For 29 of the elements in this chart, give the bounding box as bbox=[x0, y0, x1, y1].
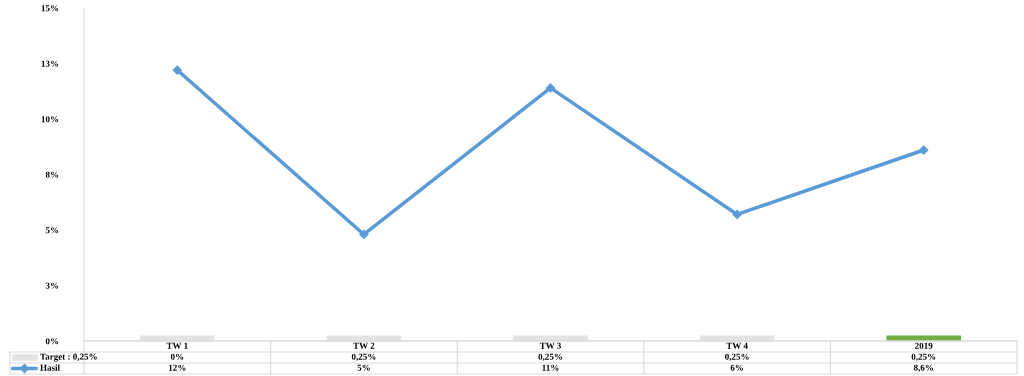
point bbox=[359, 229, 369, 240]
y-tick-label: 5% bbox=[45, 227, 59, 234]
point bbox=[919, 145, 929, 155]
y-tick-label: 0% bbox=[45, 338, 59, 345]
y-tick-label: 8% bbox=[45, 171, 59, 178]
data-label: 12% bbox=[169, 364, 186, 371]
point bbox=[732, 209, 742, 220]
point bbox=[172, 65, 182, 75]
x-tick-label: TW 3 bbox=[539, 342, 562, 349]
y-tick-label: 15% bbox=[41, 5, 59, 12]
y-tick-label: 13% bbox=[41, 60, 59, 67]
data-label: 0,25% bbox=[351, 353, 376, 362]
data-label: 6% bbox=[730, 364, 744, 371]
data-label: 0,25% bbox=[538, 353, 563, 362]
data-label: 0% bbox=[170, 353, 184, 360]
data-label: 0,25% bbox=[911, 353, 936, 362]
legend-label: Target : 0,25% bbox=[40, 353, 97, 362]
x-tick-label: TW 2 bbox=[353, 342, 375, 349]
point bbox=[545, 83, 556, 93]
y-tick-label: 10% bbox=[41, 116, 59, 123]
data-label: 5% bbox=[357, 364, 370, 371]
data-label: 8,6% bbox=[913, 364, 934, 373]
legend-label: Hasil bbox=[40, 364, 60, 371]
y-tick-label: 3% bbox=[45, 282, 59, 289]
x-tick-label: TW 1 bbox=[166, 342, 188, 349]
x-tick-label: 2019 bbox=[915, 342, 933, 349]
data-label: 0,25% bbox=[725, 353, 749, 362]
x-tick-label: TW 4 bbox=[726, 342, 748, 349]
data-label: 11% bbox=[542, 364, 559, 371]
